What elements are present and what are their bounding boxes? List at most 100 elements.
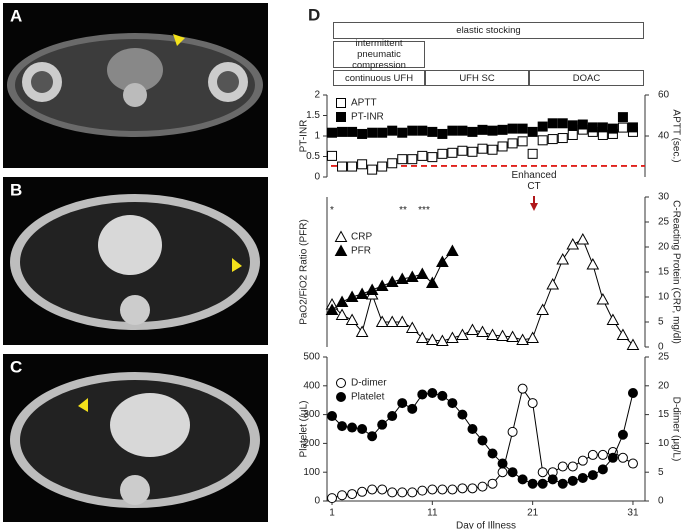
marker bbox=[487, 125, 498, 136]
marker bbox=[395, 315, 409, 327]
legend-label: APTT bbox=[351, 98, 377, 109]
marker bbox=[397, 127, 408, 138]
marker bbox=[537, 135, 548, 146]
marker bbox=[567, 461, 578, 472]
marker bbox=[477, 435, 488, 446]
marker bbox=[327, 411, 338, 422]
marker bbox=[467, 483, 478, 494]
y2-tick-label: 10 bbox=[658, 292, 670, 303]
marker bbox=[417, 485, 428, 496]
y-tick-label: 0 bbox=[314, 496, 320, 507]
marker bbox=[367, 431, 378, 442]
legend-label: PT-INR bbox=[351, 112, 384, 123]
marker bbox=[567, 475, 578, 486]
legend-marker bbox=[336, 98, 346, 108]
marker bbox=[617, 122, 628, 133]
marker bbox=[577, 119, 588, 130]
marker bbox=[397, 398, 408, 409]
y-tick-label: 0.5 bbox=[306, 151, 320, 162]
marker bbox=[365, 283, 379, 295]
marker bbox=[437, 128, 448, 139]
marker bbox=[486, 328, 499, 340]
y2-axis-title: D-dimer (μg/L) bbox=[670, 397, 681, 462]
y2-tick-label: 5 bbox=[658, 467, 664, 478]
marker bbox=[415, 267, 429, 279]
marker bbox=[456, 328, 469, 340]
marker bbox=[497, 458, 508, 469]
marker bbox=[607, 123, 618, 134]
annotation: ** bbox=[399, 205, 407, 216]
marker bbox=[527, 148, 538, 159]
treatment-bar: intermittent pneumatic compression bbox=[333, 38, 425, 71]
marker bbox=[607, 452, 618, 463]
annotation: * bbox=[330, 205, 334, 216]
marker bbox=[517, 123, 528, 134]
y-tick-label: 1 bbox=[314, 131, 320, 142]
marker bbox=[507, 123, 518, 134]
ct-image: A bbox=[3, 3, 268, 168]
marker bbox=[547, 134, 558, 145]
marker bbox=[437, 484, 448, 495]
marker bbox=[355, 287, 369, 299]
treatment-bar: UFH SC bbox=[425, 70, 529, 86]
marker bbox=[357, 159, 368, 170]
marker bbox=[597, 122, 608, 133]
y-tick-label: 100 bbox=[303, 467, 320, 478]
marker bbox=[517, 383, 528, 394]
legend-marker bbox=[334, 244, 348, 256]
marker bbox=[546, 277, 560, 290]
marker bbox=[427, 126, 438, 137]
marker bbox=[597, 449, 608, 460]
marker bbox=[527, 126, 538, 137]
marker bbox=[506, 330, 519, 342]
marker bbox=[577, 472, 588, 483]
panel-label: D bbox=[308, 5, 320, 24]
legend-marker bbox=[334, 230, 348, 242]
image-label: B bbox=[10, 180, 22, 199]
treatment-bar: continuous UFH bbox=[333, 70, 425, 86]
marker bbox=[397, 487, 408, 498]
x-tick-label: 31 bbox=[627, 508, 639, 519]
marker bbox=[567, 120, 578, 131]
legend-label: PFR bbox=[351, 246, 371, 257]
marker bbox=[457, 483, 468, 494]
marker bbox=[627, 122, 638, 133]
y2-tick-label: 30 bbox=[658, 192, 670, 203]
marker bbox=[507, 426, 518, 437]
marker bbox=[516, 333, 529, 345]
marker bbox=[467, 126, 478, 137]
marker bbox=[536, 303, 550, 315]
marker bbox=[325, 303, 339, 315]
marker bbox=[387, 411, 398, 422]
y2-tick-label: 40 bbox=[658, 131, 670, 142]
marker bbox=[567, 129, 578, 140]
marker bbox=[616, 328, 630, 340]
legend-label: Platelet bbox=[351, 392, 385, 403]
marker bbox=[497, 467, 508, 478]
marker bbox=[345, 290, 359, 302]
marker bbox=[557, 133, 568, 144]
y2-axis-title: APTT (sec.) bbox=[670, 109, 681, 162]
y-tick-label: 400 bbox=[303, 380, 320, 391]
marker bbox=[355, 325, 369, 337]
marker bbox=[436, 255, 449, 267]
marker bbox=[415, 331, 429, 343]
marker bbox=[387, 158, 398, 169]
marker bbox=[377, 419, 388, 430]
marker bbox=[617, 452, 628, 463]
y2-tick-label: 60 bbox=[658, 90, 670, 101]
x-tick-label: 11 bbox=[427, 508, 438, 519]
y2-tick-label: 25 bbox=[658, 217, 670, 228]
annotation: *** bbox=[418, 205, 430, 216]
marker bbox=[477, 143, 488, 154]
marker bbox=[507, 467, 518, 478]
y2-tick-label: 5 bbox=[658, 317, 664, 328]
marker bbox=[537, 478, 548, 489]
marker bbox=[387, 487, 398, 498]
marker bbox=[335, 308, 349, 320]
annotation: Enhanced CT bbox=[511, 170, 557, 192]
marker bbox=[397, 154, 408, 165]
marker bbox=[617, 112, 628, 123]
marker bbox=[477, 481, 488, 492]
